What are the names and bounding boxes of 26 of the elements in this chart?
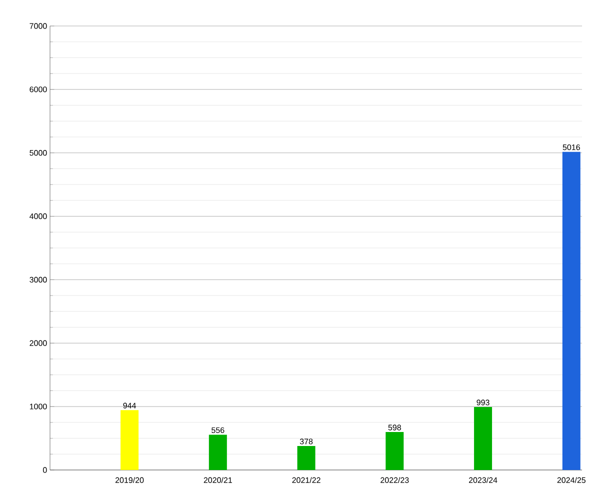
x-tick-label: 2023/24: [468, 477, 498, 483]
data-label: 598: [388, 424, 401, 430]
y-tick-label: 6000: [30, 86, 47, 92]
y-tick-label: 4000: [30, 213, 47, 220]
data-label: 378: [300, 438, 313, 444]
y-tick-label: 5000: [30, 150, 47, 156]
x-tick-label: 2019/20: [115, 477, 144, 483]
bar: [562, 152, 580, 470]
y-tick-label: 2000: [30, 340, 47, 346]
y-tick-label: 3000: [30, 276, 47, 283]
y-tick-label: 1000: [30, 404, 47, 410]
data-label: 5016: [562, 144, 580, 150]
data-label: 993: [476, 400, 490, 406]
bar: [386, 432, 404, 470]
x-tick-label: 2024/25: [557, 477, 586, 483]
y-tick-label: 0: [43, 467, 47, 473]
x-tick-label: 2022/23: [380, 477, 409, 483]
data-label: 944: [123, 402, 136, 408]
x-tick-label: 2020/21: [204, 477, 232, 483]
y-tick-label: 7000: [30, 23, 47, 29]
x-tick-label: 2021/22: [292, 477, 320, 483]
bar: [208, 434, 227, 470]
bar: [474, 407, 492, 470]
bar: [120, 410, 139, 470]
data-label: 556: [212, 427, 224, 434]
bar: [297, 446, 316, 470]
